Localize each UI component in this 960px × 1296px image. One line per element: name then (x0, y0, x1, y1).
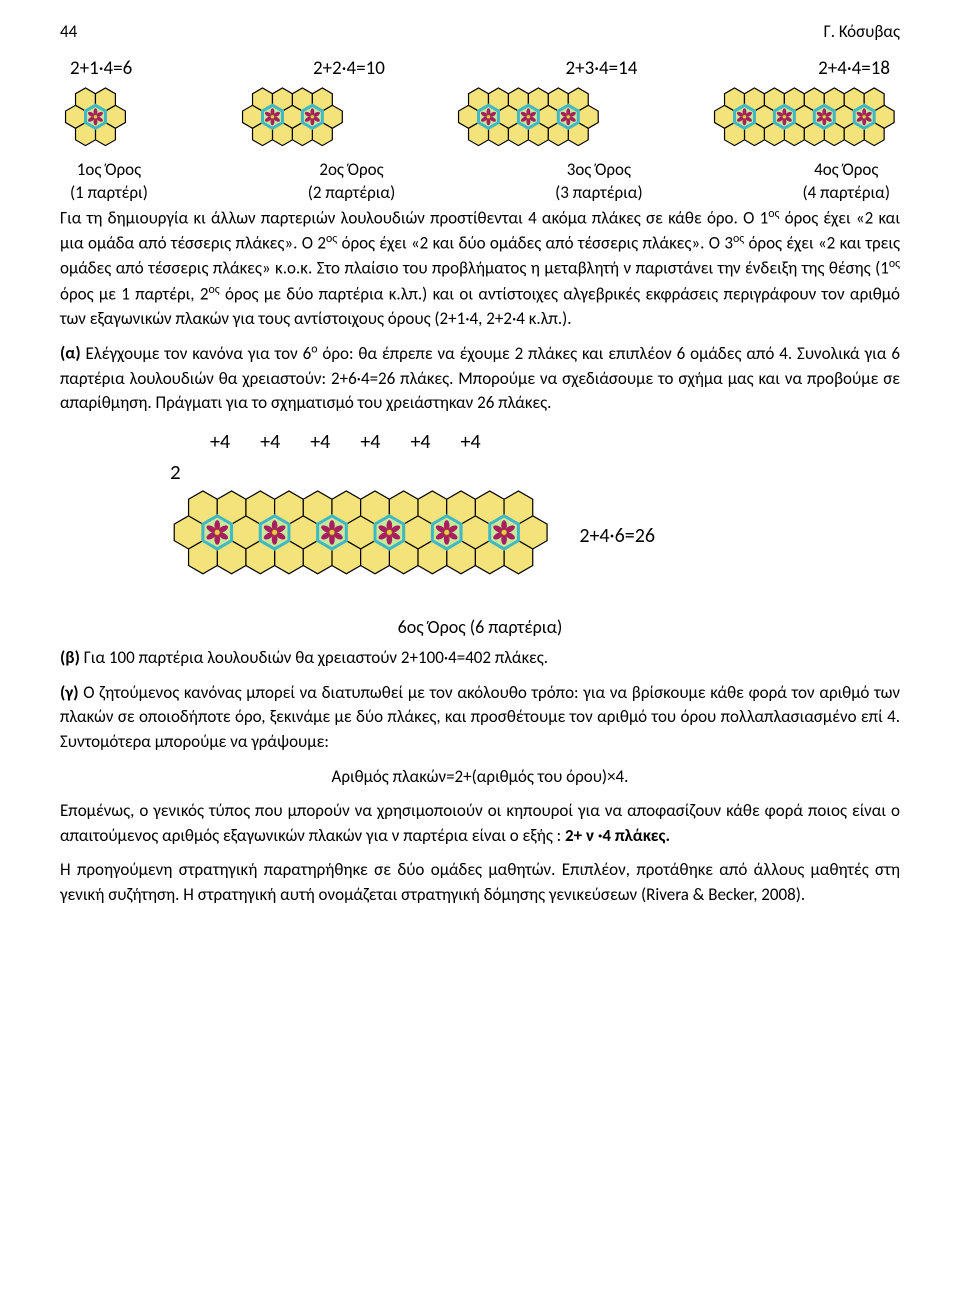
equation-4: 2+4·4=18 (818, 55, 890, 83)
hex-patterns-row (60, 86, 900, 155)
gamma-label: (γ) (60, 682, 79, 703)
paragraph-alpha: (α) Ελέγχουμε τον κανόνα για τον 6ο όρο:… (60, 341, 900, 416)
page-header: 44 Γ. Κόσυβας (60, 20, 900, 45)
hex-pattern-6-row: 2+4·6=26 (170, 489, 900, 583)
hex-pattern-6 (170, 489, 551, 583)
formula: Αριθμός πλακών=2+(αριθμός του όρου)×4. (60, 765, 900, 790)
equations-row: 2+1·4=6 2+2·4=10 2+3·4=14 2+4·4=18 (60, 55, 900, 83)
left-two-label: 2 (170, 457, 900, 487)
paragraph-conclusion: Επομένως, ο γενικός τύπος που μπορούν να… (60, 799, 900, 848)
term-4: 4ος Όρος (4 παρτέρια) (802, 159, 890, 203)
caption-6: 6ος Όρος (6 παρτέρια) (60, 614, 900, 640)
author-name: Γ. Κόσυβας (824, 20, 900, 45)
equation-2: 2+2·4=10 (313, 55, 385, 83)
paragraph-1: Για τη δημιουργία κι άλλων παρτεριών λου… (60, 206, 900, 332)
plus4-row: +4 +4 +4 +4 +4 +4 (210, 428, 900, 457)
hex-pattern-4 (711, 86, 898, 155)
hex-pattern-1 (62, 86, 129, 155)
alpha-label: (α) (60, 343, 81, 364)
paragraph-last: Η προηγούμενη στρατηγική παρατηρήθηκε σε… (60, 858, 900, 907)
page-number: 44 (60, 20, 77, 45)
term-2: 2ος Όρος (2 παρτέρια) (308, 159, 396, 203)
hex-pattern-3 (455, 86, 602, 155)
terms-row: 1ος Όρος (1 παρτέρι) 2ος Όρος (2 παρτέρι… (60, 159, 900, 203)
term-3: 3ος Όρος (3 παρτέρια) (555, 159, 643, 203)
result-26: 2+4·6=26 (579, 522, 655, 551)
paragraph-beta: (β) Για 100 παρτέρια λουλουδιών θα χρεια… (60, 646, 900, 671)
term-1: 1ος Όρος (1 παρτέρι) (70, 159, 148, 203)
equation-1: 2+1·4=6 (70, 55, 132, 83)
equation-3: 2+3·4=14 (566, 55, 638, 83)
hex-pattern-2 (239, 86, 346, 155)
beta-label: (β) (60, 647, 80, 668)
paragraph-gamma: (γ) Ο ζητούμενος κανόνας μπορεί να διατυ… (60, 681, 900, 755)
formula-bold: 2+ ν ·4 πλάκες. (565, 825, 670, 846)
